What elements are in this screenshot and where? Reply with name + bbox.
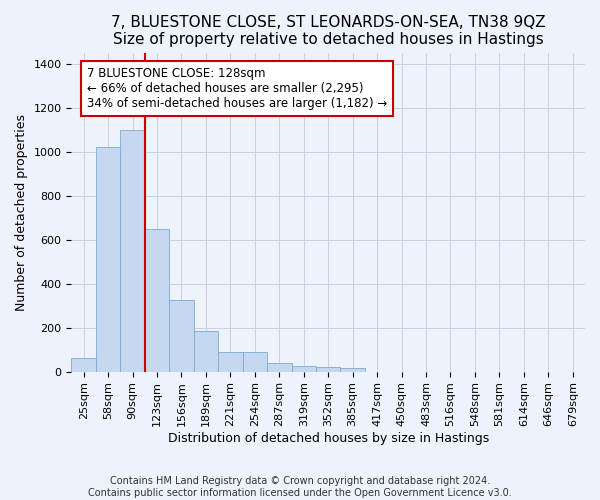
Bar [145,228,169,372]
Bar [194,331,218,372]
X-axis label: Distribution of detached houses by size in Hastings: Distribution of detached houses by size … [167,432,489,445]
Bar [96,148,121,372]
Bar [292,366,316,372]
Bar [316,367,340,372]
Bar [242,352,267,372]
Bar [169,300,194,372]
Text: 7 BLUESTONE CLOSE: 128sqm
← 66% of detached houses are smaller (2,295)
34% of se: 7 BLUESTONE CLOSE: 128sqm ← 66% of detac… [87,67,388,110]
Bar [218,352,242,372]
Bar [121,130,145,372]
Text: Contains HM Land Registry data © Crown copyright and database right 2024.
Contai: Contains HM Land Registry data © Crown c… [88,476,512,498]
Title: 7, BLUESTONE CLOSE, ST LEONARDS-ON-SEA, TN38 9QZ
Size of property relative to de: 7, BLUESTONE CLOSE, ST LEONARDS-ON-SEA, … [111,15,545,48]
Bar [267,363,292,372]
Y-axis label: Number of detached properties: Number of detached properties [15,114,28,310]
Bar [71,358,96,372]
Bar [340,368,365,372]
